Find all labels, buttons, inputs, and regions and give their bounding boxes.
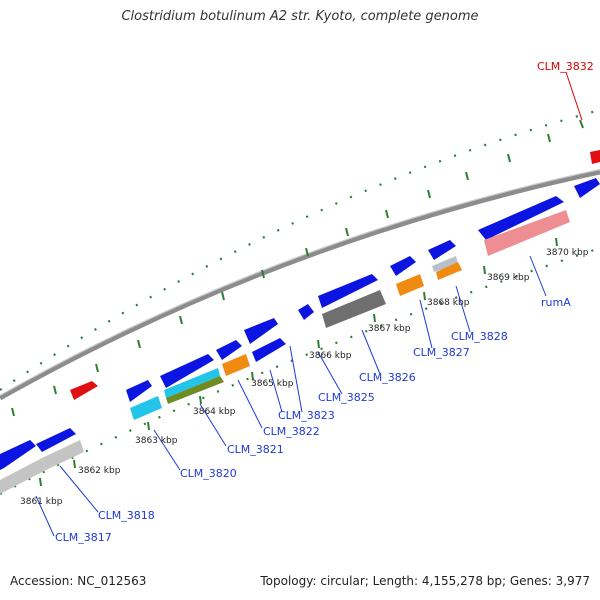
gene-arrow-cyan-clm3820[interactable] bbox=[130, 396, 162, 420]
accession-label: Accession: bbox=[10, 574, 74, 588]
gene-label-clm3828[interactable]: CLM_3828 bbox=[451, 330, 508, 343]
genome-backbone bbox=[0, 169, 600, 401]
tick-track-outer bbox=[0, 108, 600, 391]
gene-arrow-cyan-clm3821[interactable] bbox=[164, 368, 220, 398]
gene-arrow-orange-clm3828[interactable] bbox=[436, 262, 462, 280]
accession-info: Accession: NC_012563 bbox=[10, 574, 146, 588]
gene-arrow-orange-clm3822[interactable] bbox=[222, 354, 250, 376]
gene-arrow-orange-clm3827[interactable] bbox=[396, 274, 424, 296]
scale-label: 3866 kbp bbox=[309, 351, 352, 361]
gene-arrow-red-clm3832[interactable] bbox=[590, 150, 600, 164]
gene-label-clm3818[interactable]: CLM_3818 bbox=[98, 509, 155, 522]
genome-summary-text: Topology: circular; Length: 4,155,278 bp… bbox=[260, 574, 590, 588]
label-leaders bbox=[35, 255, 547, 537]
gene-label-clm3820[interactable]: CLM_3820 bbox=[180, 467, 237, 480]
scale-label: 3867 kbp bbox=[368, 324, 411, 334]
map-title: Clostridium botulinum A2 str. Kyoto, com… bbox=[121, 9, 479, 24]
gene-arrows-gray[interactable] bbox=[0, 256, 458, 494]
gene-label-clm3817[interactable]: CLM_3817 bbox=[55, 531, 112, 544]
gene-label-clm3826[interactable]: CLM_3826 bbox=[359, 371, 416, 384]
gene-label-clm3821[interactable]: CLM_3821 bbox=[227, 443, 284, 456]
accession-value: NC_012563 bbox=[77, 574, 147, 588]
scale-label: 3865 kbp bbox=[251, 379, 294, 389]
scale-label: 3861 kbp bbox=[20, 497, 63, 507]
gene-label-clm3832[interactable]: CLM_3832 bbox=[537, 60, 594, 73]
scale-label: 3870 kbp bbox=[546, 248, 589, 258]
gene-arrow-darkgray-clm3826[interactable] bbox=[322, 290, 386, 328]
genome-summary: Topology: circular; Length: 4,155,278 bp… bbox=[260, 574, 590, 588]
gene-label-ruma[interactable]: rumA bbox=[541, 296, 571, 309]
gene-label-clm3825[interactable]: CLM_3825 bbox=[318, 391, 375, 404]
gene-label-clm3827[interactable]: CLM_3827 bbox=[413, 346, 470, 359]
gene-label-clm3823[interactable]: CLM_3823 bbox=[278, 409, 335, 422]
gene-arrows-blue[interactable] bbox=[0, 178, 600, 470]
scale-label: 3868 kbp bbox=[427, 298, 470, 308]
scale-label: 3863 kbp bbox=[135, 436, 178, 446]
scale-label: 3869 kbp bbox=[487, 273, 530, 283]
gene-arrow-pink-ruma[interactable] bbox=[484, 210, 570, 256]
gene-label-clm3822[interactable]: CLM_3822 bbox=[263, 425, 320, 438]
scale-label: 3864 kbp bbox=[193, 407, 236, 417]
label-leader-red bbox=[565, 71, 583, 121]
tick-track-inner bbox=[0, 246, 600, 495]
gene-arrow-red[interactable] bbox=[70, 381, 98, 400]
scale-label: 3862 kbp bbox=[78, 466, 121, 476]
gene-arrow-olive[interactable] bbox=[166, 376, 224, 404]
